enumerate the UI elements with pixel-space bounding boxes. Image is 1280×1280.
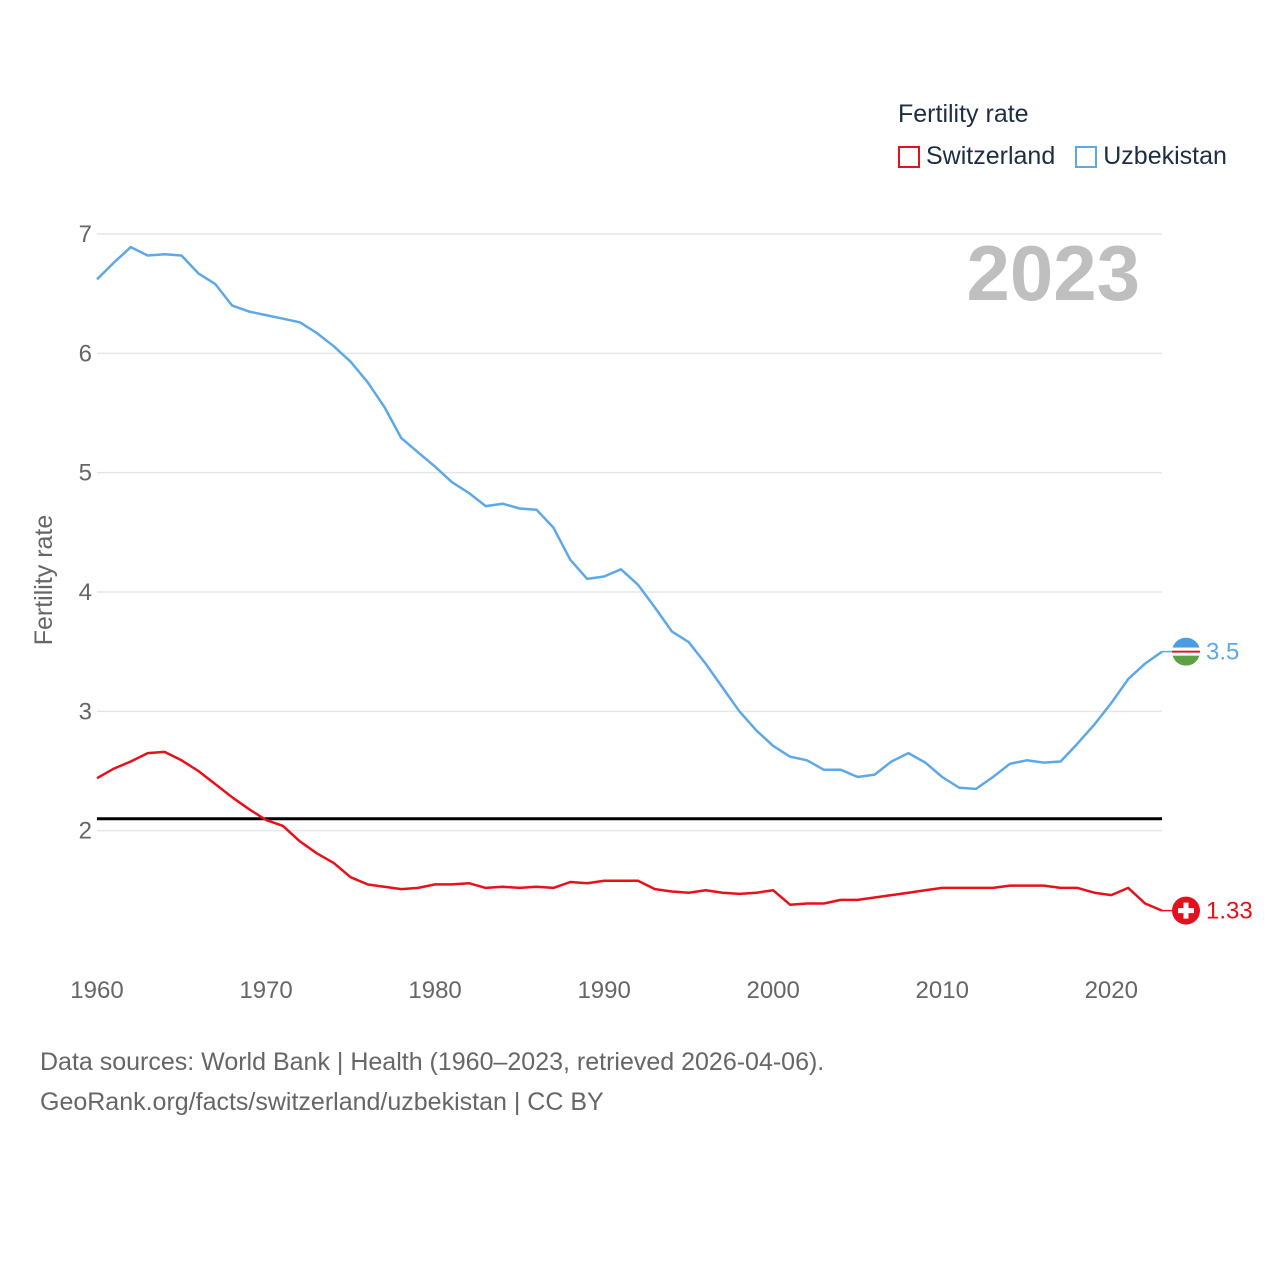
y-tick-label: 4 <box>79 579 92 606</box>
legend-swatch-switzerland <box>898 145 920 168</box>
x-tick-label: 1970 <box>239 977 292 1004</box>
x-tick-label: 2020 <box>1085 977 1138 1004</box>
footer: Data sources: World Bank | Health (1960–… <box>40 1042 824 1122</box>
legend-label-switzerland: Switzerland <box>926 142 1056 170</box>
y-tick-label: 2 <box>79 818 92 845</box>
series-lines <box>96 245 1163 912</box>
y-tick-label: 5 <box>79 460 92 487</box>
legend-swatch-uzbekistan <box>1075 145 1098 168</box>
x-tick-label: 2010 <box>916 977 969 1004</box>
series-line-switzerland <box>96 750 1163 912</box>
legend-title: Fertility rate <box>898 100 1029 128</box>
y-axis-label: Fertility rate <box>30 515 58 646</box>
x-tick-label: 1990 <box>577 977 630 1004</box>
end-value-label-uzbekistan: 3.5 <box>1206 639 1239 666</box>
gridlines <box>97 233 1162 832</box>
series-line-uzbekistan <box>96 245 1163 791</box>
y-tick-label: 7 <box>79 221 92 248</box>
source-link[interactable]: GeoRank.org/facts/switzerland/uzbekistan… <box>40 1088 604 1116</box>
legend-item-uzbekistan[interactable]: Uzbekistan <box>1075 142 1227 171</box>
legend: Switzerland Uzbekistan <box>898 142 1227 171</box>
x-axis: 1960 1970 1980 1990 2000 2010 2020 <box>70 977 1138 1004</box>
x-tick-label: 2000 <box>746 977 799 1004</box>
y-axis: 2 3 4 5 6 7 <box>79 221 92 845</box>
end-markers: 1.33 3.5 <box>1162 637 1253 925</box>
legend-item-switzerland[interactable]: Switzerland <box>898 142 1055 171</box>
y-tick-label: 6 <box>79 340 92 367</box>
uzbekistan-flag-icon <box>1172 637 1200 666</box>
year-badge: 2023 <box>966 229 1140 317</box>
switzerland-flag-icon <box>1172 896 1200 925</box>
x-tick-label: 1980 <box>408 977 461 1004</box>
x-tick-label: 1960 <box>70 977 123 1004</box>
legend-label-uzbekistan: Uzbekistan <box>1103 142 1227 170</box>
data-source-text: Data sources: World Bank | Health (1960–… <box>40 1048 825 1076</box>
end-value-label-switzerland: 1.33 <box>1206 898 1253 925</box>
y-tick-label: 3 <box>79 698 92 725</box>
